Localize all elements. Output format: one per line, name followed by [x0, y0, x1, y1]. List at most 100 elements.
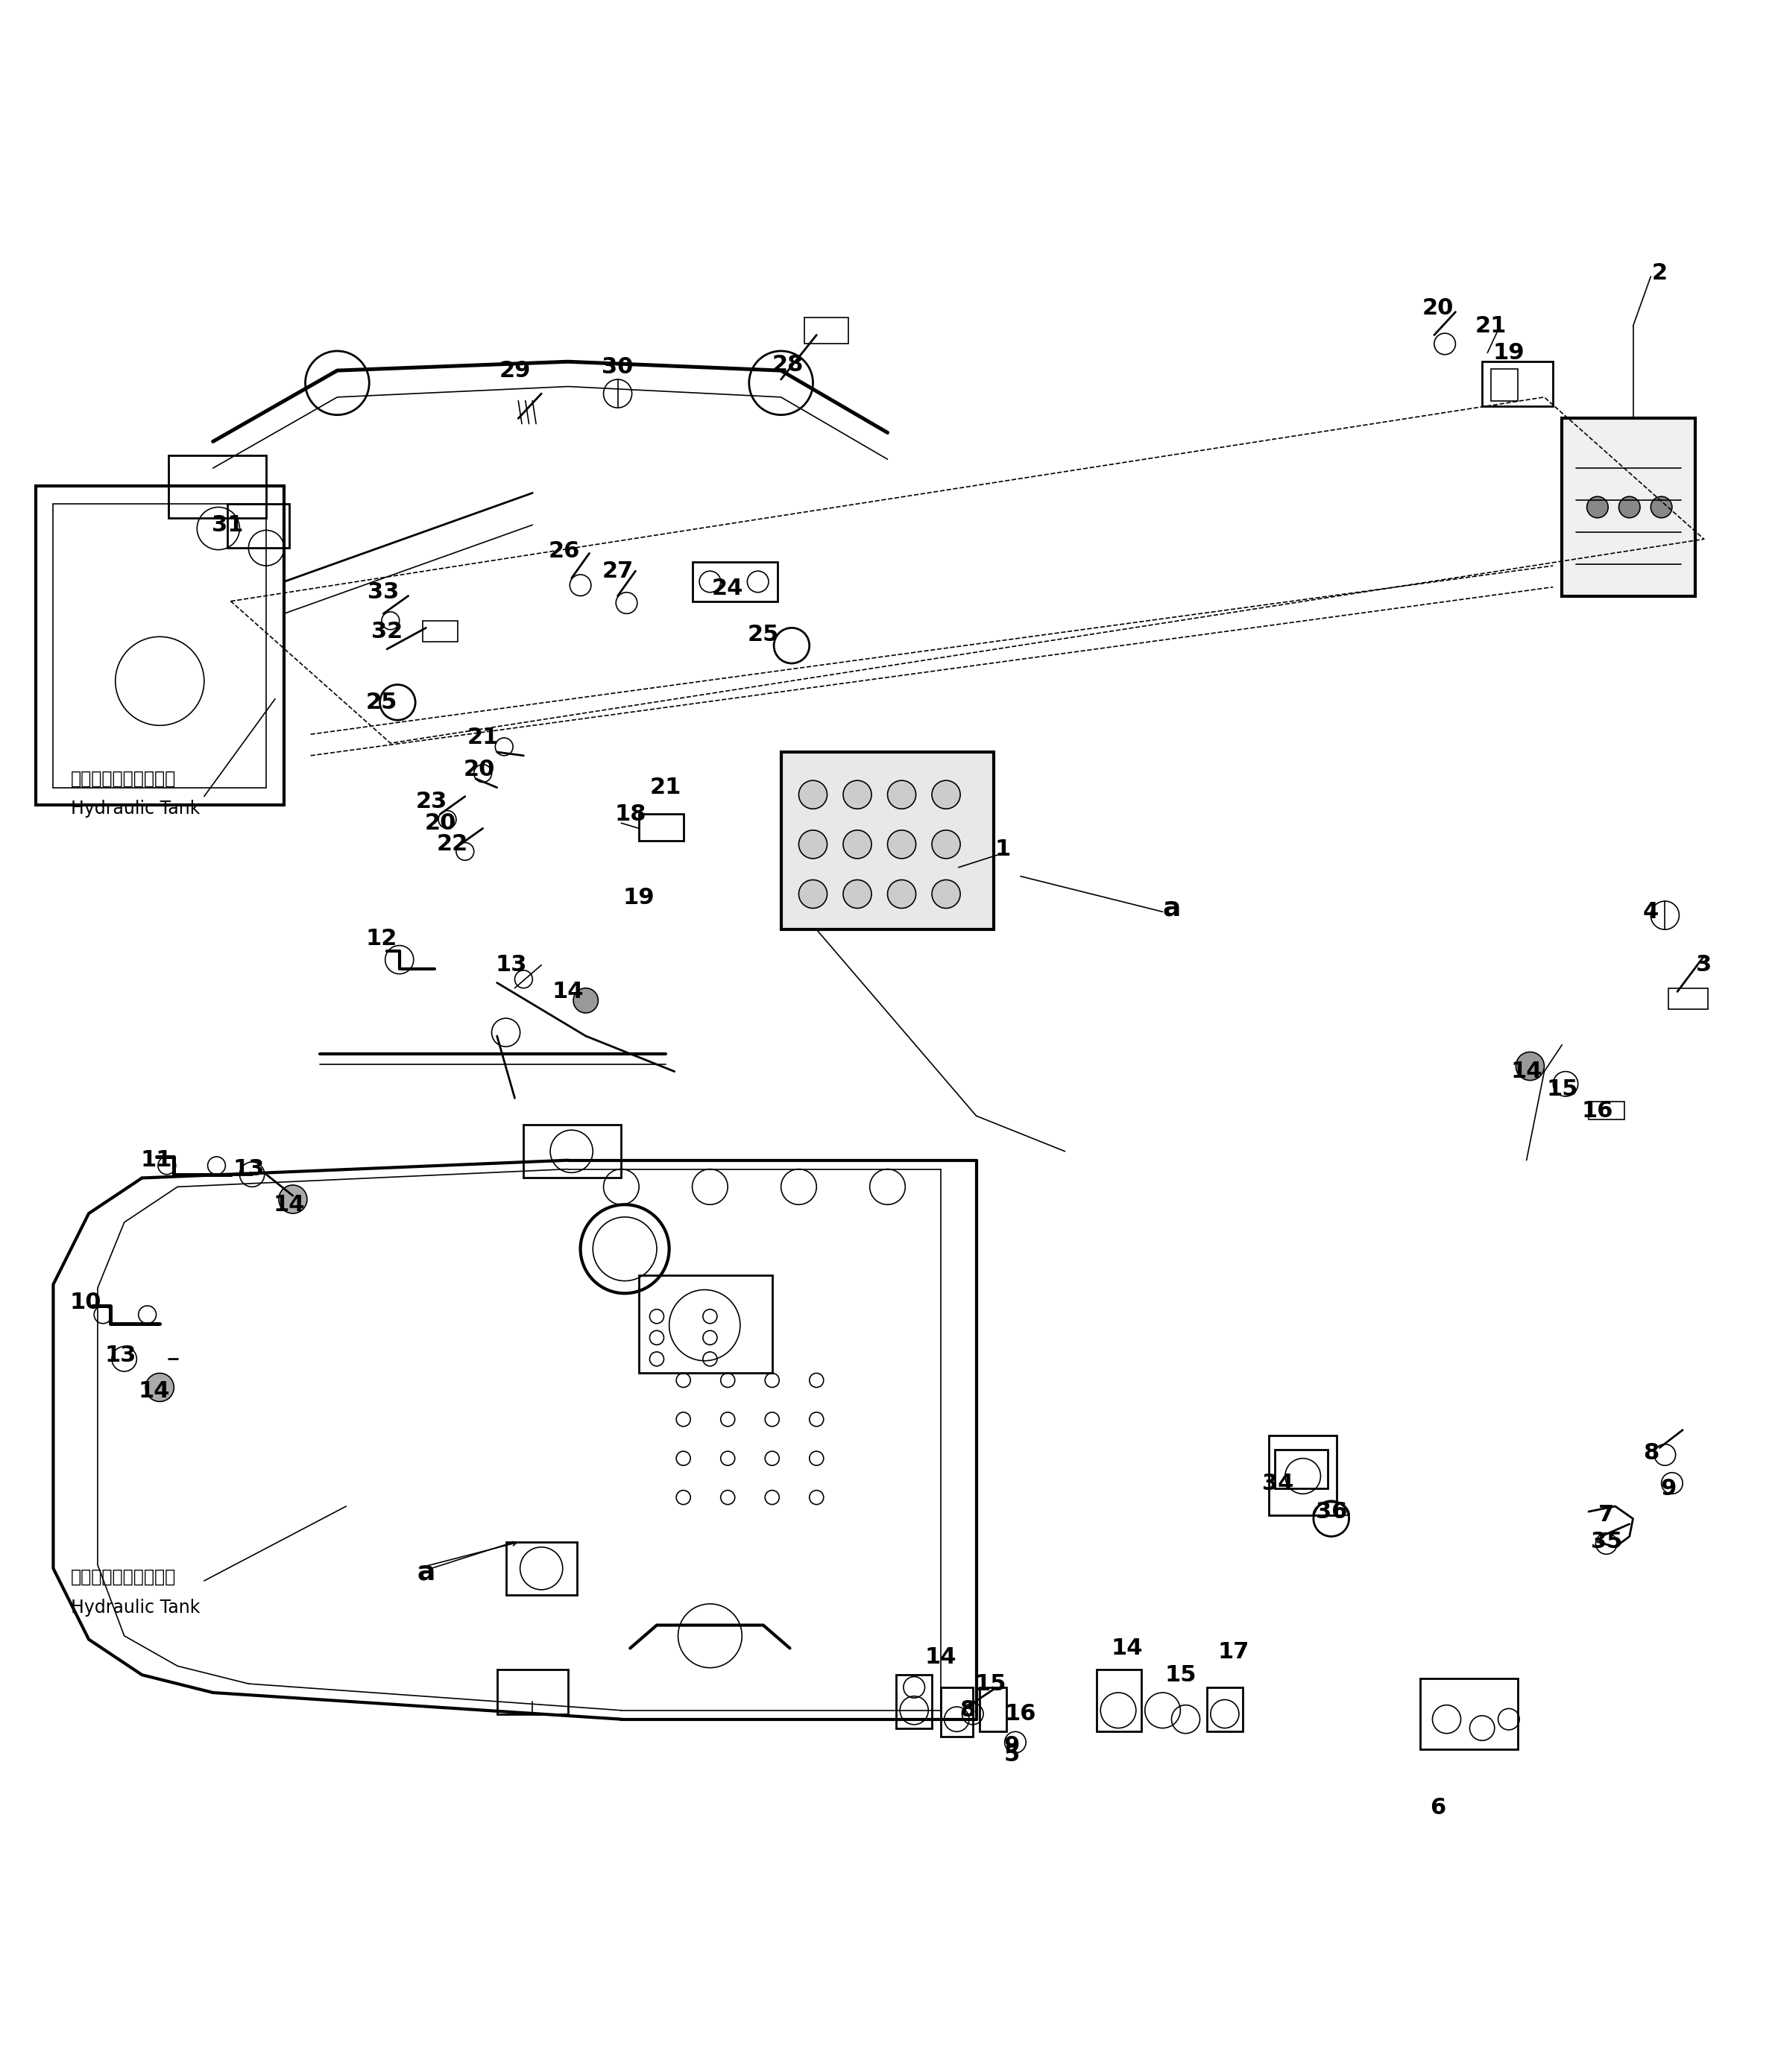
Text: 18: 18 [614, 804, 646, 825]
Text: 20: 20 [463, 758, 495, 781]
Text: 13: 13 [233, 1158, 264, 1179]
Circle shape [799, 881, 827, 908]
Bar [524, 1125, 621, 1179]
Text: 8: 8 [1644, 1442, 1658, 1463]
Text: 29: 29 [499, 361, 531, 381]
Text: 12: 12 [366, 928, 398, 949]
Circle shape [887, 831, 916, 858]
Text: 6: 6 [1431, 1796, 1445, 1819]
Text: 22: 22 [437, 833, 469, 856]
Bar [1589, 1102, 1624, 1119]
Text: 19: 19 [623, 887, 655, 908]
Text: 15: 15 [974, 1672, 1006, 1695]
Text: 14: 14 [138, 1380, 170, 1403]
Text: 3: 3 [1697, 955, 1711, 976]
Text: 11: 11 [140, 1150, 172, 1171]
Circle shape [799, 781, 827, 808]
Circle shape [279, 1185, 307, 1214]
Bar [1668, 988, 1708, 1009]
Bar [980, 1687, 1006, 1732]
Text: 14: 14 [1511, 1061, 1542, 1082]
Circle shape [932, 831, 960, 858]
Text: 4: 4 [1644, 901, 1658, 922]
Circle shape [932, 781, 960, 808]
Bar [1207, 1687, 1242, 1732]
Text: 34: 34 [1262, 1473, 1294, 1494]
Text: 7: 7 [1599, 1504, 1613, 1525]
Bar [804, 317, 848, 344]
Text: ハイドロリックタンク: ハイドロリックタンク [71, 769, 176, 787]
Circle shape [1587, 497, 1608, 518]
Text: 15: 15 [1164, 1664, 1196, 1687]
Text: 19: 19 [1493, 342, 1525, 363]
Circle shape [799, 831, 827, 858]
Circle shape [1516, 1053, 1544, 1080]
Bar [1562, 419, 1695, 597]
Text: 28: 28 [772, 354, 804, 375]
Text: 25: 25 [747, 624, 779, 646]
Bar [1274, 1450, 1328, 1488]
Text: 16: 16 [1005, 1703, 1037, 1724]
Bar [896, 1674, 932, 1728]
Text: 14: 14 [925, 1647, 957, 1668]
Bar [941, 1687, 973, 1736]
Text: 1: 1 [996, 839, 1010, 860]
Circle shape [843, 781, 872, 808]
Text: 35: 35 [1590, 1531, 1622, 1552]
Text: a: a [1163, 895, 1180, 920]
Text: 30: 30 [602, 356, 634, 377]
Text: 5: 5 [1005, 1745, 1019, 1765]
Circle shape [843, 881, 872, 908]
Text: Hydraulic Tank: Hydraulic Tank [71, 1598, 201, 1616]
Bar [497, 1670, 568, 1714]
Circle shape [887, 881, 916, 908]
Bar [35, 485, 284, 806]
Bar [781, 752, 994, 930]
Circle shape [887, 781, 916, 808]
Circle shape [932, 881, 960, 908]
Text: 31: 31 [211, 514, 243, 537]
Text: 8: 8 [960, 1699, 974, 1722]
Text: 14: 14 [1111, 1637, 1143, 1660]
Bar [1482, 363, 1553, 406]
Text: 21: 21 [650, 777, 682, 798]
Text: 13: 13 [105, 1345, 137, 1365]
Bar [639, 1276, 772, 1374]
Text: 23: 23 [415, 792, 447, 812]
Bar [639, 814, 683, 841]
Text: 13: 13 [495, 955, 527, 976]
Circle shape [843, 831, 872, 858]
Circle shape [573, 988, 598, 1013]
Bar [1420, 1678, 1518, 1749]
Text: 21: 21 [467, 727, 499, 748]
Text: 9: 9 [1005, 1734, 1019, 1757]
Bar [1269, 1436, 1337, 1515]
Text: 14: 14 [552, 980, 584, 1003]
Text: 20: 20 [1422, 298, 1454, 319]
Bar [422, 622, 458, 642]
Text: 10: 10 [69, 1291, 101, 1314]
Text: 16: 16 [1582, 1100, 1613, 1121]
Bar [692, 562, 777, 601]
Text: 15: 15 [1546, 1077, 1578, 1100]
Circle shape [146, 1374, 174, 1401]
Text: 25: 25 [366, 692, 398, 713]
Text: 24: 24 [712, 578, 744, 599]
Bar [169, 456, 266, 518]
Text: 27: 27 [602, 559, 634, 582]
Text: 2: 2 [1653, 263, 1667, 284]
Text: 33: 33 [367, 582, 399, 603]
Bar [227, 503, 289, 547]
Text: 32: 32 [371, 622, 403, 642]
Text: Hydraulic Tank: Hydraulic Tank [71, 800, 201, 818]
Text: 9: 9 [1661, 1477, 1676, 1500]
Text: ハイドロリックタンク: ハイドロリックタンク [71, 1569, 176, 1587]
Bar [506, 1542, 577, 1595]
Text: 26: 26 [548, 541, 580, 562]
Text: 14: 14 [273, 1193, 305, 1216]
Bar [53, 503, 266, 787]
Circle shape [1651, 497, 1672, 518]
Text: a: a [417, 1560, 435, 1585]
Circle shape [1619, 497, 1640, 518]
Text: 21: 21 [1475, 315, 1507, 338]
